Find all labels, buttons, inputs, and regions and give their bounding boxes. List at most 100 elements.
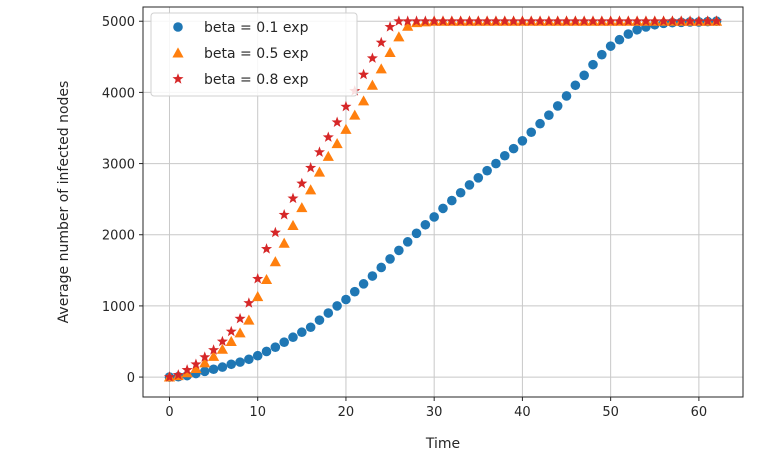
data-point — [473, 173, 484, 183]
data-point — [288, 332, 298, 343]
data-point — [605, 41, 616, 51]
data-point — [234, 312, 246, 324]
data-point — [702, 15, 714, 26]
axis-ticks: 0 10 20 30 40 50 60 0 1000 2000 3000 4000 5000 — [102, 15, 707, 420]
data-point — [252, 350, 263, 361]
data-point — [649, 15, 661, 26]
x-axis-label: Time — [425, 436, 460, 452]
data-point — [499, 15, 511, 26]
data-point — [384, 46, 396, 58]
y-axis-label: Average number of infected nodes — [56, 81, 72, 324]
data-point — [578, 15, 590, 26]
series-markers — [163, 15, 723, 382]
data-point — [613, 15, 625, 26]
data-point — [385, 254, 395, 264]
data-point — [234, 327, 246, 338]
data-point — [569, 15, 581, 26]
data-point — [596, 15, 608, 26]
data-point — [623, 29, 634, 39]
data-point — [172, 369, 184, 380]
data-point — [261, 346, 272, 357]
data-point — [252, 273, 264, 284]
y-tick-label: 3000 — [102, 158, 135, 173]
data-point — [402, 15, 414, 26]
data-point — [278, 237, 290, 248]
data-point — [631, 15, 643, 26]
data-point — [207, 350, 220, 361]
data-point — [658, 15, 670, 26]
data-point — [666, 15, 678, 26]
data-point — [491, 158, 501, 169]
data-point — [544, 110, 554, 120]
data-point — [216, 335, 228, 347]
data-point — [587, 15, 599, 26]
data-point — [490, 15, 502, 26]
data-point — [270, 342, 281, 352]
series-circle — [164, 16, 722, 382]
legend-label-beta-0.8: beta = 0.8 exp — [204, 72, 309, 88]
data-point — [481, 15, 493, 26]
data-point — [393, 15, 405, 26]
data-point — [323, 308, 334, 318]
data-point — [420, 219, 431, 230]
x-tick-label: 20 — [338, 405, 355, 420]
data-point — [358, 279, 369, 289]
data-point — [225, 325, 237, 337]
data-point — [463, 15, 475, 26]
data-point — [305, 184, 317, 195]
data-point — [597, 49, 607, 60]
data-point — [305, 322, 316, 333]
data-point — [482, 165, 492, 176]
data-point — [297, 327, 307, 338]
data-point — [535, 118, 545, 129]
data-point — [296, 202, 308, 213]
data-point — [517, 135, 528, 146]
data-point — [357, 95, 370, 106]
x-tick-label: 60 — [691, 405, 708, 420]
legend-marker — [172, 47, 184, 58]
data-point — [402, 237, 413, 247]
data-point — [402, 20, 414, 31]
data-point — [269, 226, 281, 238]
data-point — [711, 15, 723, 26]
data-point — [455, 15, 467, 26]
data-point — [428, 15, 440, 26]
data-point — [287, 192, 299, 204]
data-point — [269, 256, 281, 267]
data-point — [341, 294, 351, 305]
data-point — [217, 362, 228, 372]
data-point — [199, 366, 210, 377]
data-point — [552, 101, 563, 111]
data-point — [243, 314, 255, 325]
data-point — [588, 59, 598, 70]
legend: beta = 0.1 exp beta = 0.5 exp beta = 0.8… — [150, 12, 358, 97]
data-point — [622, 15, 634, 26]
data-point — [331, 116, 343, 127]
data-point — [331, 138, 343, 149]
data-point — [419, 15, 431, 26]
data-point — [446, 15, 458, 26]
data-point — [579, 70, 589, 81]
data-point — [208, 344, 220, 355]
legend-label-beta-0.1: beta = 0.1 exp — [204, 20, 309, 36]
data-point — [543, 15, 555, 26]
data-point — [244, 354, 254, 365]
data-point — [358, 68, 370, 80]
data-point — [526, 127, 537, 138]
data-point — [366, 79, 379, 90]
data-point — [552, 15, 564, 26]
legend-box — [150, 12, 358, 97]
legend-label-beta-0.5: beta = 0.5 exp — [204, 46, 309, 62]
data-point — [322, 131, 334, 142]
data-point — [693, 15, 705, 26]
data-point — [278, 209, 290, 220]
data-point — [190, 358, 202, 369]
data-point — [561, 91, 572, 101]
data-point — [411, 15, 423, 26]
data-point — [499, 150, 510, 161]
data-point — [393, 31, 405, 42]
data-point — [235, 357, 245, 367]
y-tick-label: 4000 — [102, 86, 135, 101]
data-point — [447, 195, 457, 206]
y-tick-label: 2000 — [102, 229, 135, 244]
